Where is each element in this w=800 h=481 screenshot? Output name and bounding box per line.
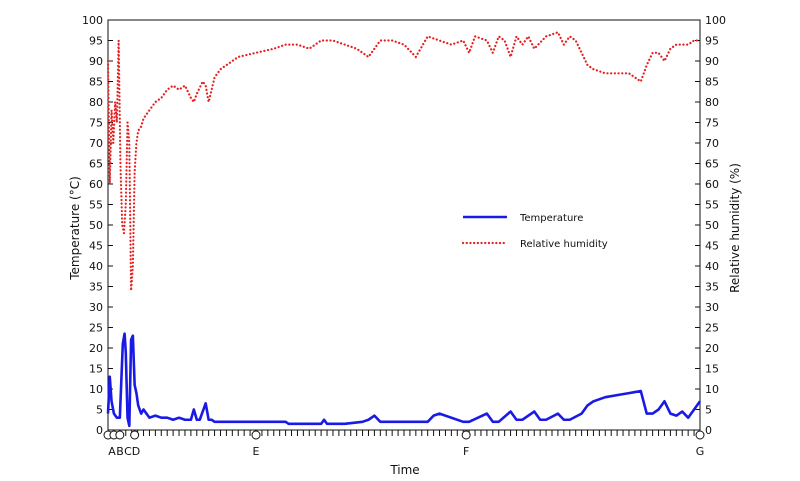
right-tick-label: 85	[705, 76, 719, 89]
x-marker-e	[251, 430, 261, 440]
left-tick-label: 75	[89, 117, 103, 130]
x-marker-label-b: B	[116, 445, 124, 458]
left-tick-label: 5	[96, 404, 103, 417]
right-tick-label: 70	[705, 137, 719, 150]
legend-label: Temperature	[519, 213, 583, 224]
right-tick-label: 65	[705, 158, 719, 171]
left-tick-label: 85	[89, 76, 103, 89]
right-tick-label: 25	[705, 322, 719, 335]
left-tick-label: 45	[89, 240, 103, 253]
left-axis: 0 5 10 15 20 25 30 35 40 45 50 55 60 65 70 75 80 85 90 95 10…	[82, 14, 113, 437]
right-tick-label: 80	[705, 96, 719, 109]
x-marker-g	[695, 430, 705, 440]
left-tick-label: 55	[89, 199, 103, 212]
left-tick-label: 35	[89, 281, 103, 294]
right-tick-label: 50	[705, 219, 719, 232]
x-marker-label-d: D	[132, 445, 140, 458]
left-tick-label: 70	[89, 137, 103, 150]
series-layer	[106, 30, 702, 428]
right-tick-label: 5	[705, 404, 712, 417]
x-marker-c	[115, 430, 125, 440]
right-tick-label: 75	[705, 117, 719, 130]
x-axis-title: Time	[389, 463, 419, 477]
right-tick-label: 35	[705, 281, 719, 294]
right-tick-label: 15	[705, 363, 719, 376]
left-tick-label: 40	[89, 260, 103, 273]
right-tick-label: 20	[705, 342, 719, 355]
left-tick-label: 65	[89, 158, 103, 171]
left-tick-label: 15	[89, 363, 103, 376]
legend: Temperature Relative humidity	[461, 213, 608, 250]
left-axis-title: Temperature (°C)	[68, 176, 82, 281]
left-tick-label: 0	[96, 424, 103, 437]
left-tick-label: 80	[89, 96, 103, 109]
left-tick-label: 95	[89, 35, 103, 48]
right-axis: 0 5 10 15 20 25 30 35 40 45 50 55 60 65 70 75 80 85 90 95 10…	[695, 14, 726, 437]
series-relative-humidity	[106, 30, 702, 291]
right-tick-label: 100	[705, 14, 726, 27]
right-tick-label: 90	[705, 55, 719, 68]
x-marker-label-c: C	[124, 445, 132, 458]
left-tick-label: 60	[89, 178, 103, 191]
plot-frame	[107, 19, 701, 431]
left-tick-label: 50	[89, 219, 103, 232]
right-tick-label: 95	[705, 35, 719, 48]
right-tick-label: 0	[705, 424, 712, 437]
right-tick-label: 55	[705, 199, 719, 212]
x-marker-label-e: E	[253, 445, 260, 458]
right-tick-label: 40	[705, 260, 719, 273]
right-axis-title: Relative humidity (%)	[728, 163, 742, 293]
series-temperature	[106, 332, 702, 428]
legend-label: Relative humidity	[520, 239, 608, 250]
right-tick-label: 45	[705, 240, 719, 253]
left-tick-label: 90	[89, 55, 103, 68]
x-marker-label-f: F	[463, 445, 469, 458]
left-tick-label: 25	[89, 322, 103, 335]
x-marker-label-g: G	[696, 445, 705, 458]
left-tick-label: 30	[89, 301, 103, 314]
left-tick-label: 20	[89, 342, 103, 355]
right-tick-label: 10	[705, 383, 719, 396]
right-tick-label: 60	[705, 178, 719, 191]
x-marker-label-a: A	[108, 445, 116, 458]
x-marker-f	[461, 430, 471, 440]
left-tick-label: 100	[82, 14, 103, 27]
left-tick-label: 10	[89, 383, 103, 396]
x-marker-d	[130, 430, 140, 440]
right-tick-label: 30	[705, 301, 719, 314]
